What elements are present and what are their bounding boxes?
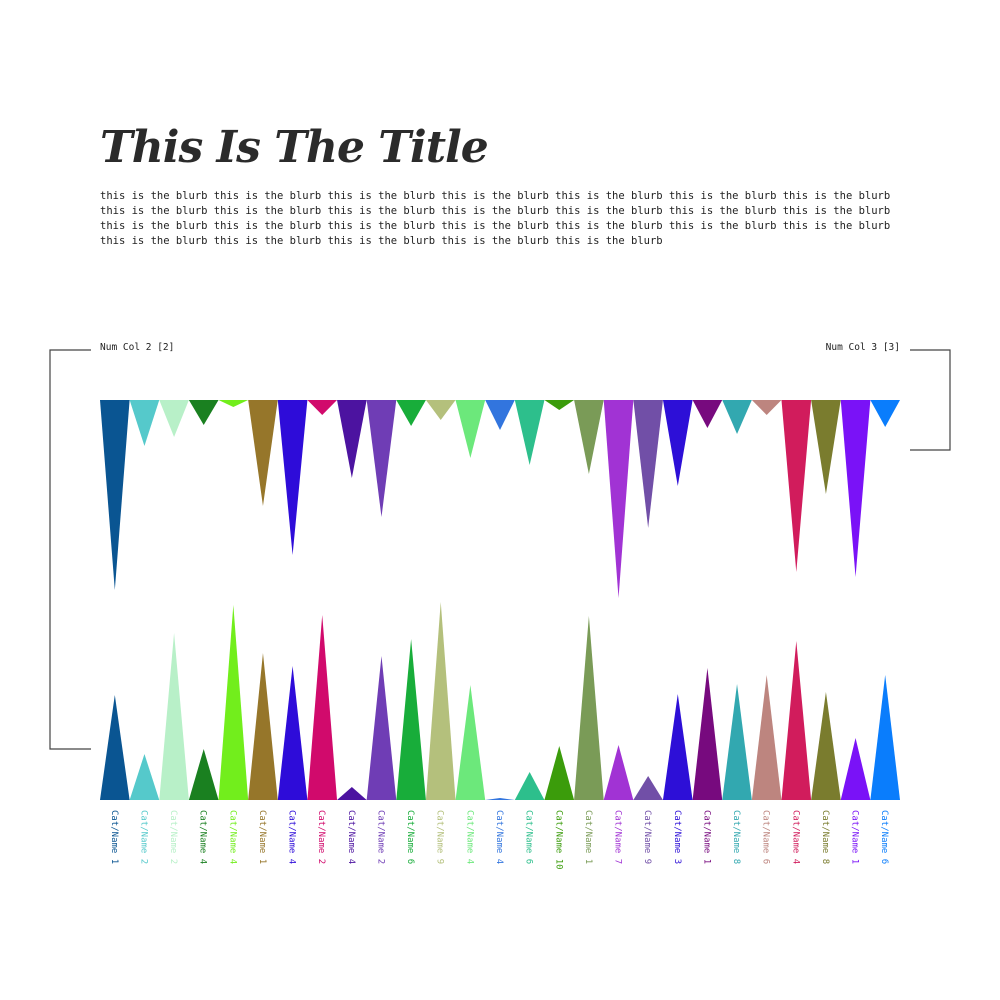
top-triangle-bar [870, 400, 900, 427]
top-triangle-bar [425, 400, 456, 420]
category-label: Cat/Name 6 [524, 810, 534, 864]
category-label: Cat/Name 6 [405, 810, 415, 864]
top-triangle-bar [751, 400, 782, 415]
category-label: Cat/Name 2 [138, 810, 148, 864]
bottom-triangle-bar [514, 772, 545, 800]
bottom-triangle-bar [366, 656, 397, 800]
bottom-triangle-bar [455, 685, 486, 800]
chart-blurb: this is the blurb this is the blurb this… [100, 190, 891, 247]
top-triangle-bar [514, 400, 545, 465]
category-label: Cat/Name 4 [464, 810, 474, 864]
top-triangle-bar [722, 400, 752, 434]
category-label: Cat/Name 1 [257, 810, 267, 864]
top-triangle-bar [781, 400, 812, 572]
bottom-triangle-bar [544, 746, 575, 800]
bottom-series-marks [100, 602, 900, 800]
chart-title: This Is The Title [100, 122, 489, 173]
top-triangle-bar [544, 400, 575, 410]
category-label: Cat/Name 1 [583, 810, 593, 864]
category-label: Cat/Name 4 [198, 810, 208, 864]
top-triangle-bar [218, 400, 249, 407]
category-label: Cat/Name 4 [346, 810, 356, 864]
top-triangle-bar [662, 400, 693, 486]
bottom-triangle-bar [337, 787, 367, 800]
top-triangle-bar [811, 400, 841, 494]
category-label: Cat/Name 2 [316, 810, 326, 864]
top-triangle-bar [307, 400, 338, 415]
top-triangle-bar [188, 400, 219, 425]
bottom-triangle-bar [129, 754, 160, 800]
bottom-triangle-bar [396, 639, 426, 800]
left-axis-bracket [49, 349, 91, 750]
top-triangle-bar [159, 400, 189, 437]
category-label: Cat/Name 1 [701, 810, 711, 864]
category-label: Cat/Name 7 [613, 810, 623, 864]
bottom-triangle-bar [307, 615, 338, 800]
category-label: Cat/Name 8 [731, 810, 741, 864]
category-label: Cat/Name 9 [642, 810, 652, 864]
bottom-triangle-bar [603, 745, 634, 800]
bottom-triangle-bar [248, 653, 278, 800]
category-label: Cat/Name 4 [494, 810, 504, 864]
bottom-triangle-bar [662, 694, 693, 800]
bottom-triangle-bar [633, 776, 663, 800]
category-label: Cat/Name 1 [109, 810, 119, 864]
category-label: Cat/Name 4 [790, 810, 800, 864]
left-axis-label: Num Col 2 [2] [100, 342, 174, 353]
bottom-triangle-bar [425, 602, 456, 800]
right-axis-bracket [910, 349, 951, 451]
bottom-triangle-bar [159, 633, 189, 800]
category-label: Cat/Name 2 [375, 810, 385, 864]
bottom-triangle-bar [574, 616, 604, 800]
top-triangle-bar [248, 400, 278, 506]
bottom-triangle-bar [870, 675, 900, 800]
category-label: Cat/Name 2 [168, 810, 178, 864]
category-label: Cat/Name 10 [553, 810, 563, 870]
top-series-marks [100, 400, 900, 598]
top-triangle-bar [692, 400, 723, 428]
top-triangle-bar [396, 400, 426, 426]
category-label: Cat/Name 9 [435, 810, 445, 864]
top-triangle-bar [603, 400, 634, 598]
category-labels: Cat/Name 1 Cat/Name 2 Cat/Name 2 Cat/Name 4… [109, 810, 889, 870]
category-label: Cat/Name 4 [287, 810, 297, 864]
top-triangle-bar [337, 400, 367, 478]
category-label: Cat/Name 6 [761, 810, 771, 864]
top-triangle-bar [574, 400, 604, 474]
bottom-triangle-bar [485, 798, 515, 800]
category-label: Cat/Name 3 [672, 810, 682, 864]
bottom-triangle-bar [781, 641, 812, 800]
bottom-triangle-bar [218, 605, 249, 800]
bottom-triangle-bar [692, 668, 723, 800]
top-triangle-bar [100, 400, 130, 590]
top-triangle-bar [840, 400, 871, 577]
top-triangle-bar [366, 400, 397, 517]
bottom-triangle-bar [722, 684, 752, 800]
bottom-triangle-bar [751, 675, 782, 800]
category-label: Cat/Name 8 [820, 810, 830, 864]
bottom-triangle-bar [811, 692, 841, 800]
right-axis-label: Num Col 3 [3] [826, 342, 900, 353]
bottom-triangle-bar [188, 749, 219, 800]
category-label: Cat/Name 4 [227, 810, 237, 864]
top-triangle-bar [633, 400, 663, 528]
bottom-triangle-bar [840, 738, 871, 800]
top-triangle-bar [277, 400, 308, 555]
category-label: Cat/Name 1 [850, 810, 860, 864]
top-triangle-bar [455, 400, 486, 458]
top-triangle-bar [485, 400, 515, 430]
bottom-triangle-bar [100, 695, 130, 800]
category-label: Cat/Name 6 [879, 810, 889, 864]
top-triangle-bar [129, 400, 160, 446]
bottom-triangle-bar [277, 666, 308, 800]
